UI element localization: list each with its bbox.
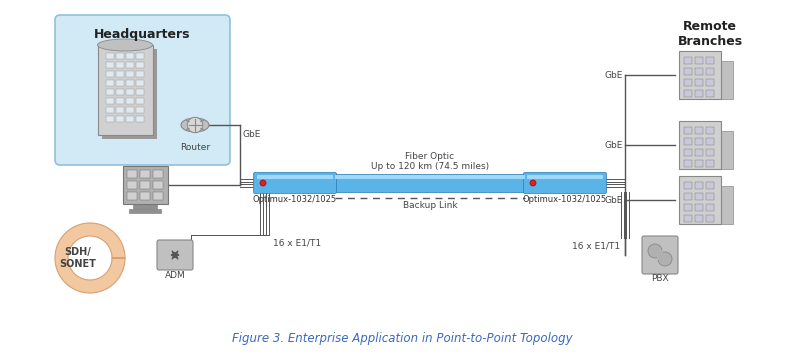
Bar [97, 45, 152, 135]
Bar [126, 71, 134, 77]
Bar [116, 62, 124, 68]
Bar [706, 57, 714, 64]
Bar [101, 49, 156, 139]
Bar [126, 53, 134, 59]
Bar [684, 149, 692, 156]
Bar [695, 90, 703, 97]
Bar [126, 107, 134, 113]
Polygon shape [55, 223, 125, 293]
Bar [706, 68, 714, 75]
Bar [684, 193, 692, 200]
Text: GbE: GbE [242, 130, 260, 139]
Bar [706, 160, 714, 167]
Text: Headquarters: Headquarters [94, 27, 191, 41]
Ellipse shape [181, 118, 209, 132]
Text: PBX: PBX [651, 274, 669, 283]
Bar [126, 170, 137, 178]
Bar [106, 116, 114, 122]
Bar [695, 68, 703, 75]
Bar [706, 127, 714, 134]
Text: Optimux-1032/1025: Optimux-1032/1025 [523, 195, 607, 204]
Bar [116, 98, 124, 104]
Bar [152, 192, 163, 200]
Bar [116, 53, 124, 59]
Bar [695, 127, 703, 134]
FancyBboxPatch shape [523, 172, 606, 194]
Circle shape [648, 244, 662, 258]
Bar [684, 127, 692, 134]
Bar [335, 174, 525, 192]
Bar [684, 160, 692, 167]
Circle shape [260, 180, 266, 186]
Bar [679, 121, 721, 169]
Text: Fiber Optic
Up to 120 km (74.5 miles): Fiber Optic Up to 120 km (74.5 miles) [371, 152, 489, 171]
Bar [136, 89, 144, 95]
Bar [695, 193, 703, 200]
Bar [684, 182, 692, 189]
Bar [657, 250, 663, 260]
Bar [679, 51, 721, 99]
Bar [695, 57, 703, 64]
Bar [139, 192, 150, 200]
Bar [706, 138, 714, 145]
Bar [695, 204, 703, 211]
Ellipse shape [97, 39, 152, 51]
Bar [695, 160, 703, 167]
Text: 16 x E1/T1: 16 x E1/T1 [273, 238, 321, 247]
FancyBboxPatch shape [157, 240, 193, 270]
FancyBboxPatch shape [642, 236, 678, 274]
Bar [527, 175, 603, 179]
Bar [721, 186, 733, 224]
Bar [684, 57, 692, 64]
Bar [257, 175, 333, 179]
Text: Figure 3. Enterprise Application in Point-to-Point Topology: Figure 3. Enterprise Application in Poin… [232, 332, 572, 345]
Bar [106, 62, 114, 68]
Bar [136, 80, 144, 86]
Bar [116, 116, 124, 122]
Text: Remote
Branches: Remote Branches [678, 20, 742, 48]
Bar [129, 209, 161, 213]
Circle shape [530, 180, 536, 186]
Bar [126, 80, 134, 86]
Bar [126, 181, 137, 189]
Bar [126, 98, 134, 104]
Text: ADM: ADM [165, 271, 185, 280]
Bar [116, 89, 124, 95]
Bar [335, 175, 525, 179]
Bar [106, 71, 114, 77]
Text: Router: Router [180, 143, 210, 152]
Bar [136, 53, 144, 59]
Bar [695, 149, 703, 156]
Bar [706, 90, 714, 97]
Bar [122, 166, 167, 204]
Bar [106, 53, 114, 59]
Text: Backup Link: Backup Link [402, 201, 457, 210]
Bar [106, 80, 114, 86]
Bar [152, 170, 163, 178]
Bar [152, 181, 163, 189]
Bar [706, 79, 714, 86]
Text: 16 x E1/T1: 16 x E1/T1 [572, 241, 620, 250]
Text: GbE: GbE [605, 71, 623, 80]
Bar [706, 149, 714, 156]
Bar [136, 71, 144, 77]
Bar [706, 215, 714, 222]
Bar [684, 68, 692, 75]
Bar [706, 193, 714, 200]
Bar [684, 90, 692, 97]
Bar [133, 204, 157, 209]
Bar [695, 182, 703, 189]
Text: GbE: GbE [605, 140, 623, 149]
Bar [139, 170, 150, 178]
Text: Optimux-1032/1025: Optimux-1032/1025 [253, 195, 337, 204]
Bar [684, 215, 692, 222]
Bar [116, 107, 124, 113]
Bar [695, 215, 703, 222]
Bar [136, 116, 144, 122]
Bar [126, 116, 134, 122]
Bar [106, 89, 114, 95]
Bar [126, 192, 137, 200]
Bar [695, 138, 703, 145]
Bar [684, 79, 692, 86]
